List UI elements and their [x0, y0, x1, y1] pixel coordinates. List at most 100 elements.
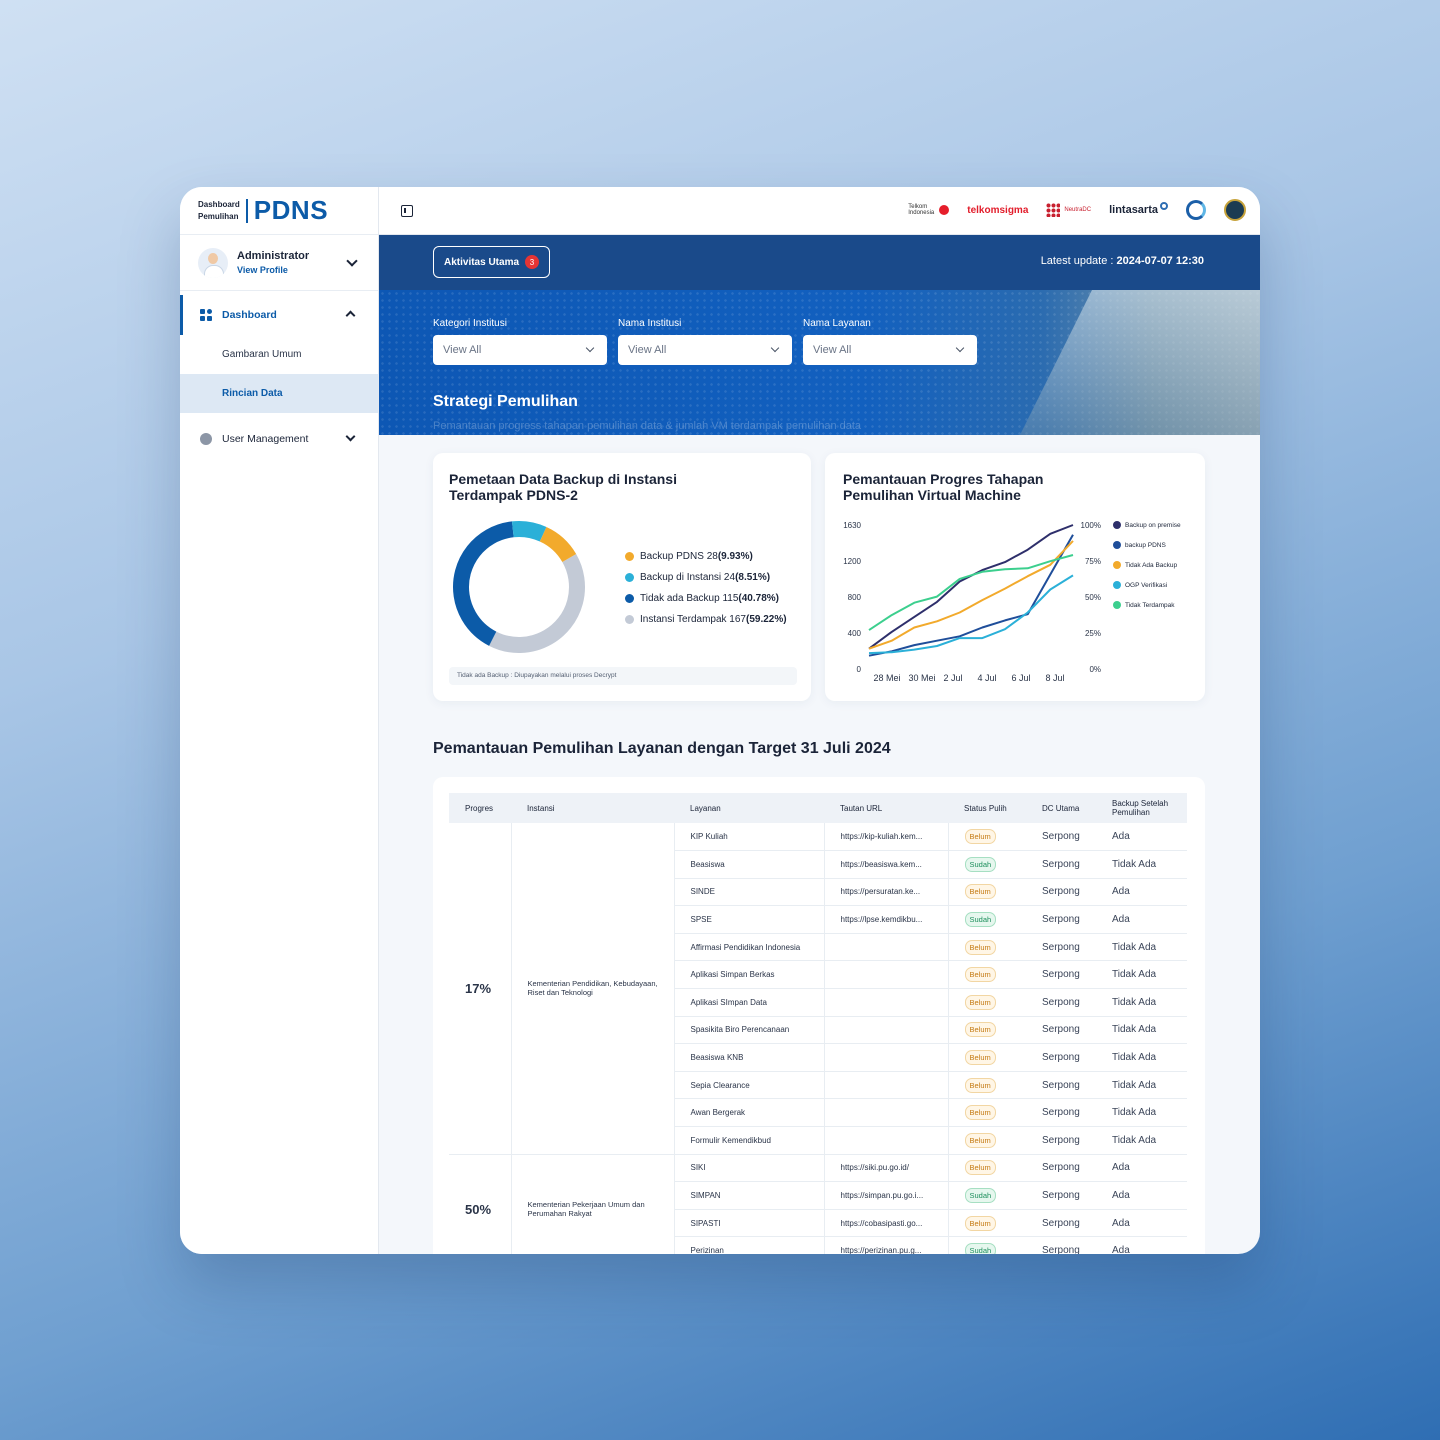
aktivitas-utama-button[interactable]: Aktivitas Utama 3 [433, 246, 551, 278]
chevron-down-icon [955, 343, 965, 353]
table-row[interactable]: 17% Kementerian Pendidikan, Kebudayaan, R… [449, 823, 1187, 1155]
legend-item: Backup di Instansi 24 (8.51%) [625, 572, 787, 583]
view-profile-link[interactable]: View Profile [237, 265, 288, 275]
backup-cell: Tidak Ada [1096, 960, 1187, 990]
donut-slice[interactable] [449, 517, 589, 657]
brand-logo[interactable]: Dashboard Pemulihan PDNS [180, 187, 378, 235]
status-cell: Belum [948, 1154, 1026, 1183]
dc-cell: Serpong [1026, 1126, 1096, 1155]
nama-layanan-select[interactable]: View All [803, 335, 977, 365]
status-badge: Belum [964, 1215, 996, 1231]
backup-cell: Tidak Ada [1096, 1098, 1187, 1128]
legend-item: Backup PDNS 28 (9.93%) [625, 551, 787, 562]
column-header[interactable]: DC Utama [1026, 793, 1096, 823]
url-cell[interactable]: https://kip-kuliah.kem... [823, 823, 949, 852]
url-cell[interactable] [823, 988, 949, 1017]
table-row[interactable]: Sepia Clearance Belum Serpong Tidak Ada [449, 1071, 1187, 1100]
y2-tick-label: 0% [1089, 665, 1101, 674]
donut-slice[interactable] [449, 517, 589, 657]
table-row[interactable]: SINDE https://persuratan.ke... Belum Serpon… [449, 878, 1187, 907]
layanan-cell: Aplikasi SImpan Data [674, 988, 824, 1017]
backup-cell: Ada [1096, 1154, 1187, 1183]
backup-mapping-card: Pemetaan Data Backup di Instansi Terdamp… [433, 453, 811, 701]
url-cell[interactable]: https://cobasipasti.go... [823, 1209, 949, 1238]
table-row[interactable]: Beasiswa KNB Belum Serpong Tidak Ada [449, 1043, 1187, 1072]
url-cell[interactable] [823, 1126, 949, 1155]
filter-kategori-institusi: Kategori Institusi View All [433, 318, 607, 365]
url-cell[interactable] [823, 1098, 949, 1128]
table-row[interactable]: Formulir Kemendikbud Belum Serpong Tidak Ad… [449, 1126, 1187, 1155]
table-row[interactable]: Beasiswa https://beasiswa.kem... Sudah Serp… [449, 850, 1187, 879]
table-row[interactable]: Perizinan https://perizinan.pu.g... Sudah S… [449, 1236, 1187, 1254]
column-header[interactable]: Progres [449, 793, 511, 823]
chevron-up-icon[interactable] [345, 310, 356, 321]
status-badge: Sudah [964, 912, 997, 928]
sidebar: Dashboard Pemulihan PDNS Administrator Vi… [180, 187, 379, 1254]
url-cell[interactable] [823, 1016, 949, 1045]
table-row[interactable]: Aplikasi SImpan Data Belum Serpong Tidak Ad… [449, 988, 1187, 1017]
legend-item: backup PDNS [1113, 541, 1181, 549]
table-row[interactable]: SPSE https://lpse.kemdikbu... Sudah Serpong… [449, 905, 1187, 934]
profile-menu[interactable]: Administrator View Profile [180, 235, 378, 291]
nama-institusi-select[interactable]: View All [618, 335, 792, 365]
y-tick-label: 400 [848, 629, 862, 638]
kategori-institusi-select[interactable]: View All [433, 335, 607, 365]
sidebar-item-user-management[interactable]: User Management [180, 419, 378, 459]
chevron-down-icon [585, 343, 595, 353]
donut-slice[interactable] [449, 517, 589, 657]
status-cell: Belum [948, 878, 1026, 907]
url-cell[interactable] [823, 1071, 949, 1100]
table-row[interactable]: SIPASTI https://cobasipasti.go... Belum Ser… [449, 1209, 1187, 1238]
url-cell[interactable]: https://persuratan.ke... [823, 878, 949, 907]
brand-name: PDNS [253, 195, 329, 225]
url-cell[interactable] [823, 960, 949, 990]
status-cell: Belum [948, 1043, 1026, 1072]
dc-cell: Serpong [1026, 1043, 1096, 1072]
backup-cell: Ada [1096, 823, 1187, 852]
table-row[interactable]: SIMPAN https://simpan.pu.go.i... Sudah Serp… [449, 1181, 1187, 1210]
url-cell[interactable]: https://lpse.kemdikbu... [823, 905, 949, 934]
dc-cell: Serpong [1026, 933, 1096, 962]
column-header[interactable]: Backup Setelah Pemulihan [1096, 793, 1187, 823]
table-row[interactable]: Aplikasi Simpan Berkas Belum Serpong Tidak … [449, 960, 1187, 990]
table-row[interactable]: 50% Kementerian Pekerjaan Umum dan Peruma… [449, 1154, 1187, 1254]
url-cell[interactable] [823, 1043, 949, 1072]
donut-slice[interactable] [449, 517, 589, 657]
layanan-cell: Beasiswa KNB [674, 1043, 824, 1072]
sidebar-item-dashboard[interactable]: Dashboard [180, 295, 378, 335]
table-row[interactable]: Spasikita Biro Perencanaan Belum Serpong Ti… [449, 1016, 1187, 1045]
section-title: Pemantauan Pemulihan Layanan dengan Targ… [433, 740, 891, 757]
series-line[interactable] [868, 554, 1074, 631]
dc-cell: Serpong [1026, 988, 1096, 1017]
table-row[interactable]: Affirmasi Pendidikan Indonesia Belum Serpo… [449, 933, 1187, 962]
url-cell[interactable]: https://siki.pu.go.id/ [823, 1154, 949, 1183]
column-header[interactable]: Tautan URL [824, 793, 948, 823]
url-cell[interactable]: https://beasiswa.kem... [823, 850, 949, 879]
series-line[interactable] [868, 574, 1074, 655]
table-row[interactable]: Awan Bergerak Belum Serpong Tidak Ada [449, 1098, 1187, 1128]
url-cell[interactable]: https://perizinan.pu.g... [823, 1236, 949, 1254]
status-badge: Belum [964, 829, 996, 845]
sidebar-item-rincian-data[interactable]: Rincian Data [180, 374, 378, 413]
y-tick-label: 1200 [843, 557, 861, 566]
column-header[interactable]: Instansi [511, 793, 674, 823]
url-cell[interactable] [823, 933, 949, 962]
series-line[interactable] [868, 540, 1074, 650]
chevron-down-icon[interactable] [345, 431, 356, 442]
series-line[interactable] [868, 534, 1074, 657]
status-cell: Sudah [948, 850, 1026, 879]
vm-progress-card: Pemantauan Progres Tahapan Pemulihan Vir… [825, 453, 1205, 701]
column-header[interactable]: Layanan [674, 793, 824, 823]
url-cell[interactable]: https://simpan.pu.go.i... [823, 1181, 949, 1210]
sidebar-item-label: Dashboard [222, 309, 277, 321]
sidebar-item-gambaran-umum[interactable]: Gambaran Umum [222, 349, 302, 360]
column-header[interactable]: Status Pulih [948, 793, 1026, 823]
chevron-down-icon[interactable] [346, 255, 358, 267]
backup-cell: Ada [1096, 1236, 1187, 1254]
backup-cell: Ada [1096, 878, 1187, 907]
page-subtitle: Pemantauan progress tahapan pemulihan da… [433, 420, 862, 432]
backup-cell: Tidak Ada [1096, 1126, 1187, 1155]
layanan-cell: Sepia Clearance [674, 1071, 824, 1100]
status-cell: Sudah [948, 1181, 1026, 1210]
sidebar-collapse-icon[interactable] [401, 205, 413, 217]
